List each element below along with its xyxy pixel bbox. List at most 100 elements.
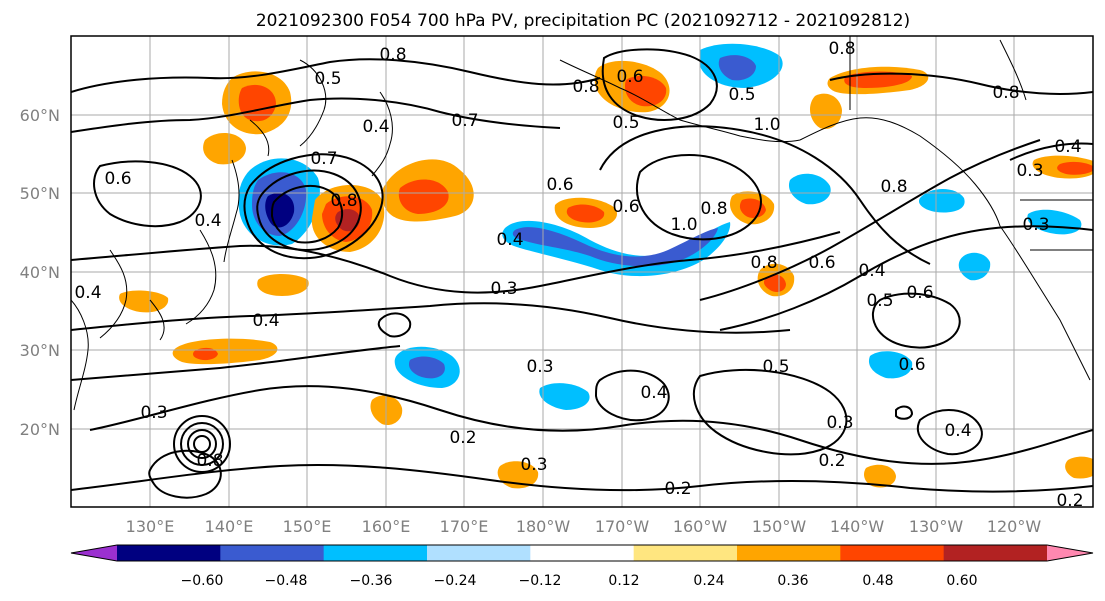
contour-label: 0.3	[520, 455, 547, 475]
lon-tick-label: 130°E	[126, 517, 175, 536]
colorbar-segment	[633, 545, 738, 561]
neg-anomaly-cell	[788, 173, 831, 205]
colorbar-segment	[943, 545, 1048, 561]
neg-anomaly-cell	[539, 383, 590, 410]
contour-label: 0.3	[1016, 161, 1043, 181]
colorbar-frame	[70, 544, 1094, 562]
pv-contour	[635, 154, 762, 241]
pv-contour	[193, 435, 211, 453]
colorbar-extend-low	[71, 545, 117, 561]
contour-label: 0.4	[944, 421, 971, 441]
contour-label: 0.4	[1054, 137, 1081, 157]
contour-label: 0.4	[252, 311, 279, 331]
contour-label: 0.8	[196, 451, 223, 471]
neg-anomaly-cell	[868, 351, 913, 379]
pos-anomaly-cell-core	[193, 347, 218, 361]
contour-label: 0.6	[906, 283, 933, 303]
contour-label: 0.4	[74, 283, 101, 303]
lat-tick-label: 30°N	[20, 341, 60, 360]
contour-label: 0.5	[314, 69, 341, 89]
pv-contour	[917, 408, 983, 456]
contour-label: 0.3	[526, 357, 553, 377]
lat-tick-label: 20°N	[20, 420, 60, 439]
lat-tick-label: 50°N	[20, 184, 60, 203]
colorbar-label: 0.12	[608, 573, 639, 589]
contour-label: 0.6	[616, 67, 643, 87]
lon-tick-label: 150°E	[283, 517, 332, 536]
pv-contour	[71, 345, 401, 381]
pv-contour	[872, 292, 961, 349]
pos-anomaly-cell-core	[624, 75, 667, 107]
colorbar-segment	[840, 545, 945, 561]
contour-label: 0.6	[104, 169, 131, 189]
pv-contours	[71, 48, 1093, 499]
lon-tick-label: 140°W	[830, 517, 885, 536]
contour-label: 0.6	[808, 253, 835, 273]
pv-contour	[71, 97, 561, 133]
lon-tick-label: 170°W	[595, 517, 650, 536]
lat-tick-label: 40°N	[20, 263, 60, 282]
pos-anomaly-cell	[809, 93, 842, 130]
pv-contour	[692, 368, 848, 456]
lat-tick-label: 60°N	[20, 106, 60, 125]
pv-contour	[71, 302, 791, 334]
contour-label: 0.8	[572, 77, 599, 97]
pos-anomaly-cell-core	[566, 204, 605, 223]
colorbar-label: −0.48	[265, 573, 308, 589]
pv-contour	[599, 125, 931, 265]
lon-tick-label: 140°E	[205, 517, 254, 536]
colorbar-segment	[530, 545, 635, 561]
colorbar-labels: −0.60 −0.48 −0.36 −0.24 −0.12 0.12 0.24 …	[181, 573, 978, 589]
pv-contour	[719, 225, 1093, 331]
colorbar-label: −0.24	[434, 573, 477, 589]
contour-label: 0.4	[640, 383, 667, 403]
pv-contour	[71, 463, 1093, 493]
lon-tick-label: 160°W	[673, 517, 728, 536]
contour-label: 0.3	[490, 279, 517, 299]
contour-label: 0.8	[330, 191, 357, 211]
colorbar-segment	[117, 545, 221, 561]
contour-label: 0.5	[612, 113, 639, 133]
contour-label: 0.8	[750, 253, 777, 273]
pos-anomaly-cell-core	[398, 179, 449, 214]
pv-contour	[829, 72, 1093, 95]
pv-contour	[1009, 142, 1093, 161]
contour-label: 0.2	[449, 428, 476, 448]
lon-tick-label: 160°E	[362, 517, 411, 536]
colorbar-label: 0.24	[693, 573, 724, 589]
alaska-coastline	[559, 59, 1091, 381]
colorbar-label: 0.60	[946, 573, 977, 589]
tropical-cyclone-contours	[173, 415, 231, 473]
colorbar-segment	[220, 545, 325, 561]
latitude-labels: 60°N 50°N 40°N 30°N 20°N	[20, 106, 60, 439]
contour-label: 0.5	[728, 85, 755, 105]
pv-contour	[243, 153, 384, 260]
neg-anomaly-cell	[918, 189, 965, 213]
pv-contour	[699, 139, 1041, 301]
neg-anomaly-cell-core	[408, 356, 445, 379]
asia-coastline	[71, 59, 393, 411]
colorbar-label: 0.48	[862, 573, 893, 589]
contour-label: 0.2	[664, 479, 691, 499]
contour-label: 0.3	[140, 403, 167, 423]
pos-anomaly-cell	[203, 133, 246, 165]
contour-label: 0.4	[496, 230, 523, 250]
contour-label: 0.3	[826, 413, 853, 433]
contour-label: 0.7	[310, 149, 337, 169]
longitude-labels: 130°E 140°E 150°E 160°E 170°E 180°W 170°…	[126, 517, 1042, 536]
coastlines	[71, 36, 1093, 411]
colorbar-label: −0.60	[181, 573, 224, 589]
pv-contour	[148, 449, 222, 499]
contour-label: 0.2	[1056, 491, 1083, 511]
pv-contour	[71, 231, 841, 294]
contour-label: 0.5	[866, 291, 893, 311]
contour-label: 0.4	[858, 261, 885, 281]
contour-label: 0.4	[362, 117, 389, 137]
neg-anomaly-cell-core	[718, 55, 756, 81]
neg-anomaly-cell	[958, 252, 991, 281]
contour-label: 1.0	[670, 215, 697, 235]
colorbar-label: −0.12	[519, 573, 562, 589]
pv-contour	[89, 385, 1093, 465]
pv-contour	[187, 429, 217, 459]
pv-contour	[256, 169, 362, 252]
